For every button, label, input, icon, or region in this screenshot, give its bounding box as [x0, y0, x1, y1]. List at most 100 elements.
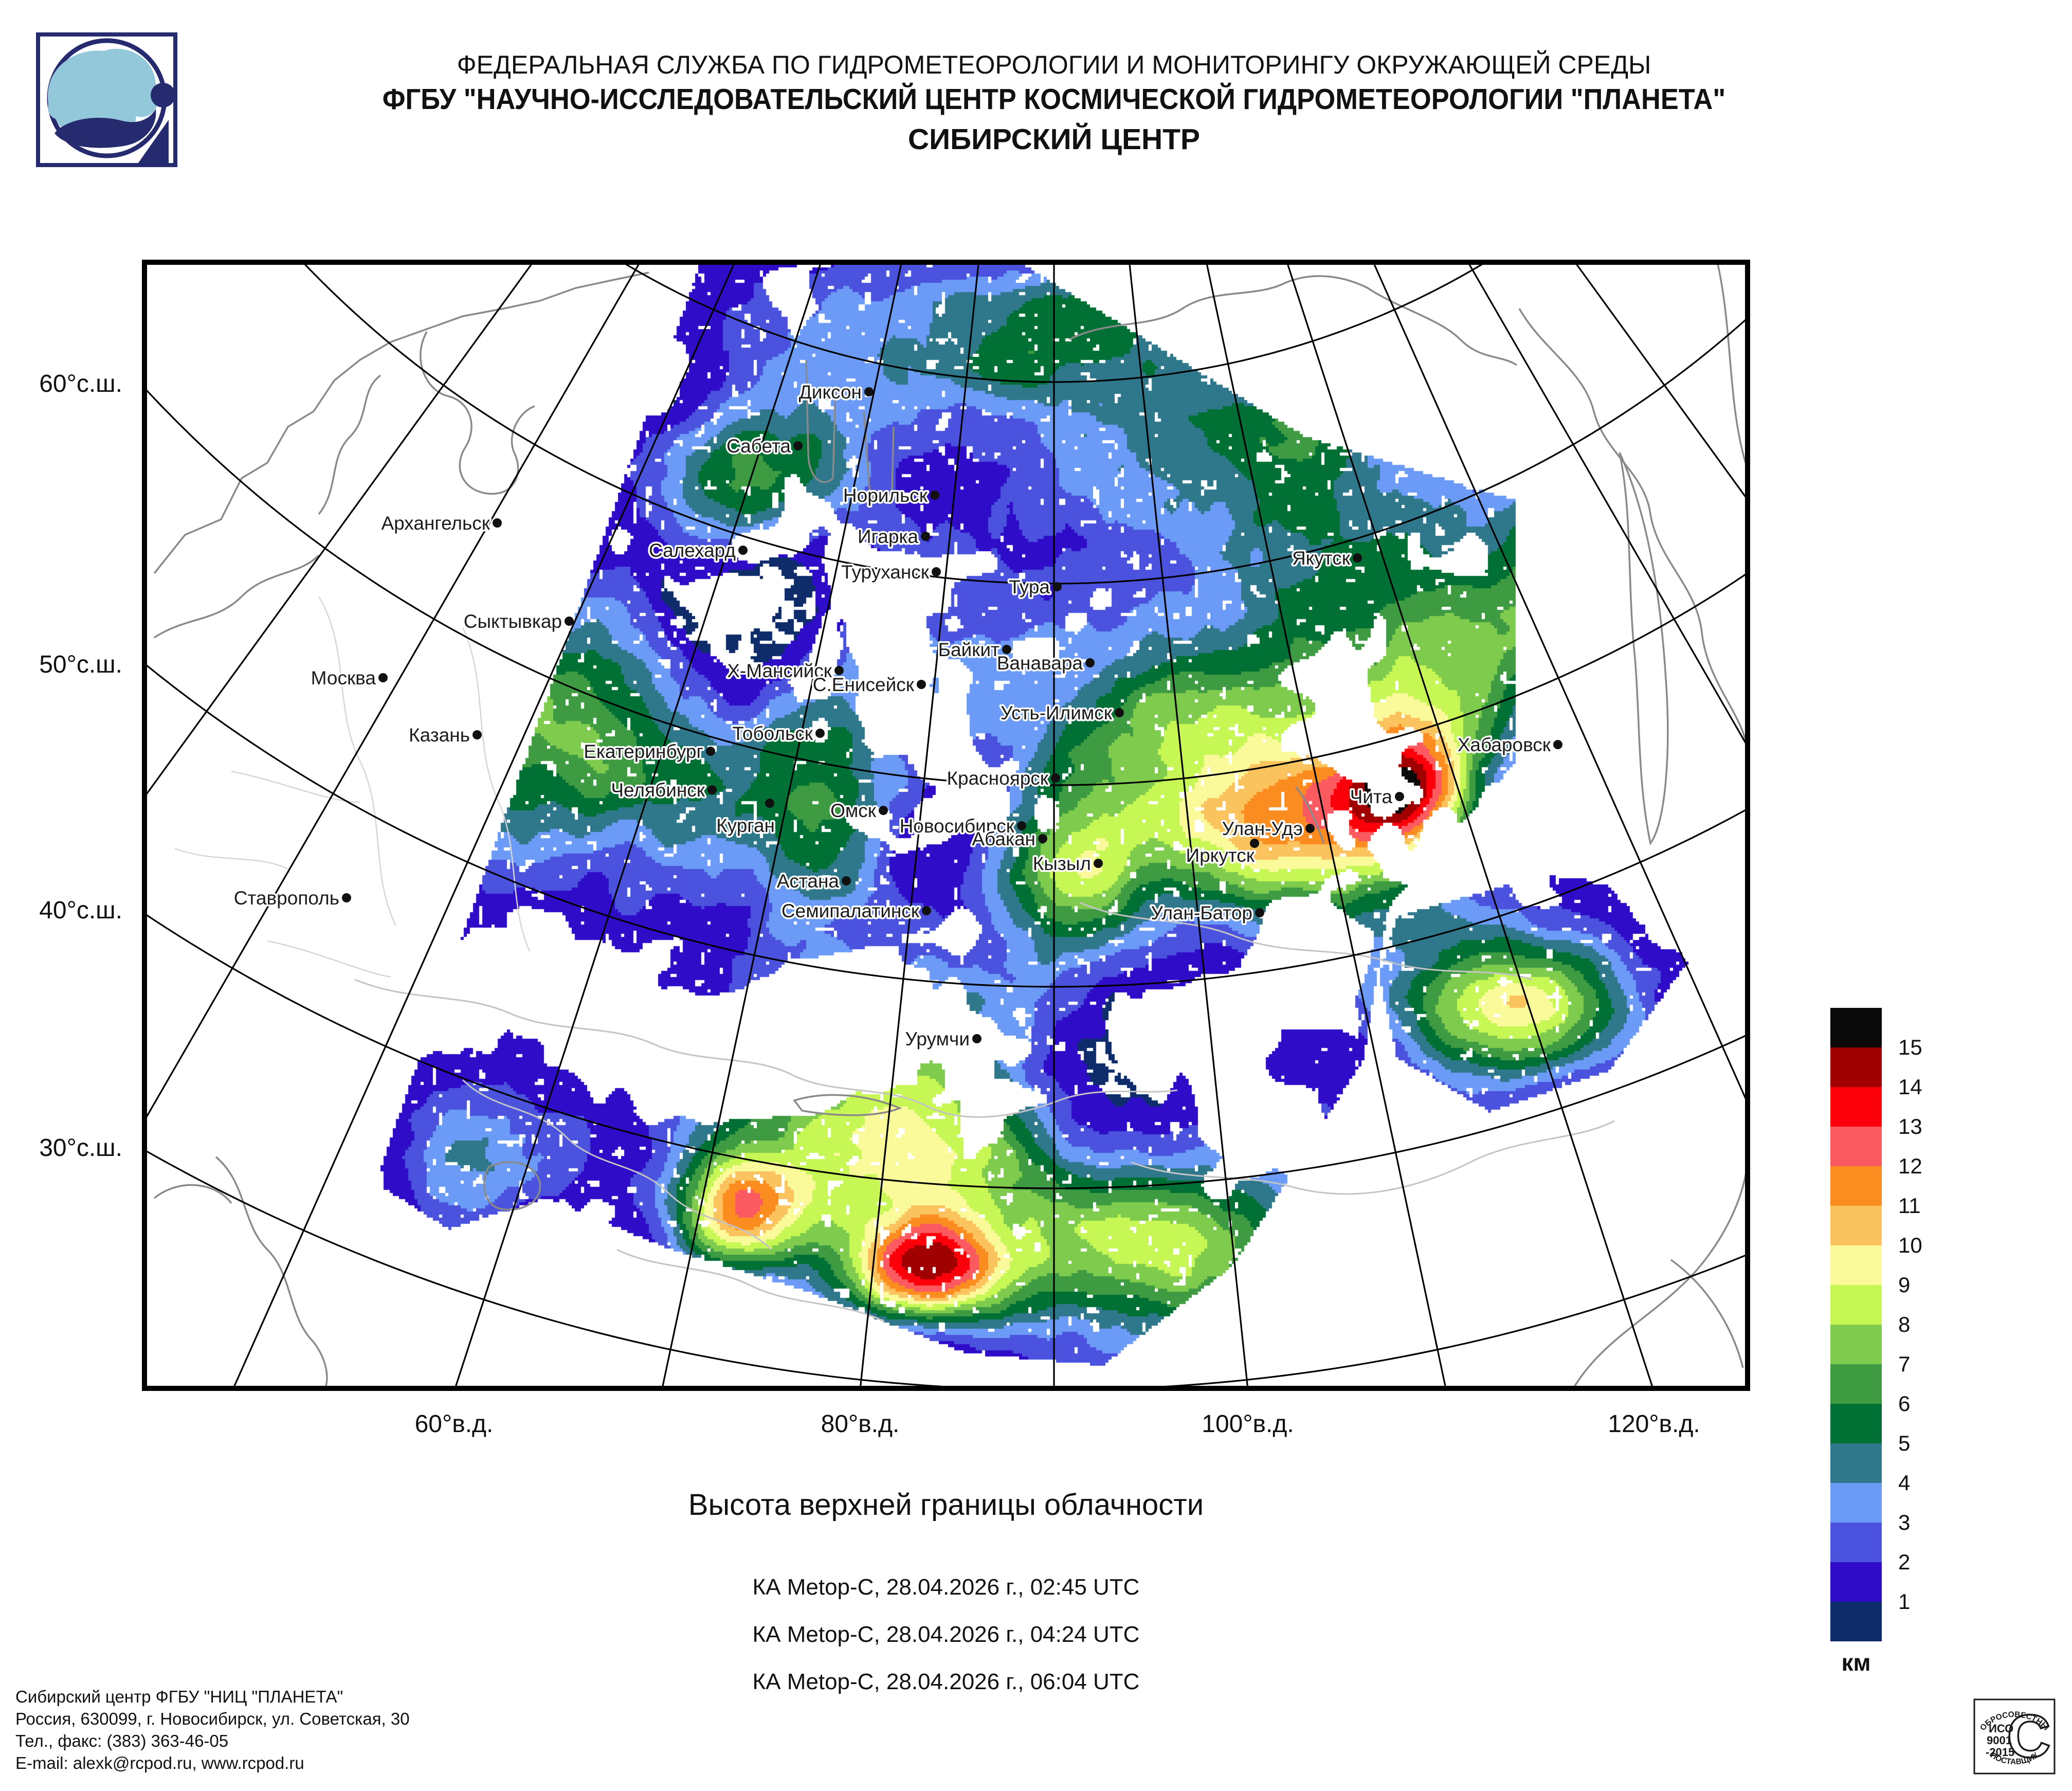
legend-color-cell: [1830, 1206, 1882, 1245]
city-marker: Якутск: [1290, 546, 1362, 571]
city-marker: Новосибирск: [898, 814, 1026, 839]
legend-color-cell: [1830, 1523, 1882, 1562]
legend-value-label: 8: [1898, 1312, 1911, 1336]
pass-info-2: КА Metop-C, 28.04.2026 г., 04:24 UTC: [752, 1622, 1140, 1647]
legend-color-cell: [1830, 1364, 1882, 1404]
city-label: Чита: [1350, 786, 1393, 807]
legend-value-label: 15: [1898, 1035, 1922, 1059]
legend-value-label: 13: [1898, 1114, 1922, 1138]
longitude-label: 100°в.д.: [1202, 1410, 1294, 1438]
city-dot-icon: [342, 893, 351, 902]
legend-color-cell: [1830, 1166, 1882, 1206]
city-label: Х-Мансийск: [727, 660, 832, 681]
city-label: С.Енисейск: [813, 674, 915, 695]
city-marker: Красноярск: [945, 766, 1060, 791]
city-dot-icon: [1085, 658, 1095, 667]
city-dot-icon: [738, 546, 748, 555]
city-label: Урумчи: [905, 1028, 970, 1050]
city-dot-icon: [707, 785, 717, 794]
parallel-line: [142, 660, 1750, 987]
meridian-line: [661, 260, 903, 1391]
meridian-line: [1371, 260, 1750, 1111]
city-dot-icon: [1255, 908, 1264, 917]
meridian-line: [1465, 260, 1750, 753]
footer-contact: Сибирский центр ФГБУ "НИЦ "ПЛАНЕТА" Росс…: [15, 1686, 410, 1774]
meridian-line: [1128, 260, 1249, 1391]
city-marker: Омск: [829, 799, 888, 823]
city-label: Челябинск: [611, 780, 705, 801]
iso-line1: ИСО: [1989, 1722, 2013, 1735]
city-marker: Байкит: [936, 638, 1011, 662]
city-marker: Туруханск: [839, 560, 941, 585]
legend-value-label: 2: [1898, 1550, 1911, 1574]
city-dot-icon: [1553, 740, 1562, 749]
city-label: Диксон: [799, 382, 862, 403]
city-label: Иркутск: [1186, 845, 1255, 866]
city-label: Сабета: [726, 436, 791, 457]
city-dot-icon: [1115, 708, 1124, 717]
legend-value-label: 9: [1898, 1273, 1911, 1297]
city-label: Семипалатинск: [781, 900, 920, 921]
corner-wedge-icon: [137, 120, 169, 165]
city-label: Ванавара: [997, 653, 1083, 674]
longitude-label: 60°в.д.: [414, 1410, 494, 1438]
map-overlay: Диксон Сабета Норильск Игарка Архангельск Сал…: [142, 260, 1750, 1391]
city-marker: Сыктывкар: [462, 609, 574, 634]
legend-value-label: 12: [1898, 1154, 1922, 1178]
city-marker: Диксон: [797, 380, 874, 405]
city-dot-icon: [1038, 834, 1047, 843]
iso-letter: С: [2007, 1703, 2050, 1770]
city-dot-icon: [1094, 859, 1103, 868]
legend-color-cell: [1830, 1245, 1882, 1285]
city-label: Байкит: [938, 639, 999, 660]
legend-value-label: 11: [1898, 1193, 1921, 1218]
city-marker: Абакан: [970, 827, 1047, 852]
longitude-label: 120°в.д.: [1608, 1410, 1700, 1438]
city-marker: Ставрополь: [232, 886, 351, 911]
legend-color-cell: [1830, 1127, 1882, 1166]
cloud-height-raster: [142, 260, 1750, 1391]
header-line1: ФЕДЕРАЛЬНАЯ СЛУЖБА ПО ГИДРОМЕТЕОРОЛОГИИ …: [457, 50, 1651, 79]
city-marker: Усть-Илимск: [998, 701, 1124, 726]
city-dot-icon: [1017, 821, 1026, 830]
city-marker: Казань: [407, 723, 482, 748]
city-dot-icon: [864, 387, 874, 396]
legend-color-cell: [1830, 1602, 1882, 1641]
city-label: Хабаровск: [1458, 734, 1551, 755]
city-dot-icon: [879, 806, 888, 815]
city-label: Курган: [716, 815, 775, 836]
city-label: Кызыл: [1033, 853, 1091, 874]
city-marker: Астана: [775, 869, 851, 894]
city-dot-icon: [922, 906, 931, 915]
city-marker: Архангельск: [379, 511, 502, 536]
city-dot-icon: [706, 747, 715, 756]
city-marker: Тура: [1007, 575, 1062, 600]
header-line3: СИБИРСКИЙ ЦЕНТР: [907, 123, 1201, 156]
iso-line2: 9001: [1987, 1734, 2012, 1747]
city-marker: Семипалатинск: [779, 899, 931, 924]
admin-borders: [174, 596, 531, 978]
city-label: Улан-Удэ: [1222, 818, 1303, 839]
city-dot-icon: [917, 680, 926, 689]
latitude-label: 60°с.ш.: [39, 370, 122, 397]
city-label: Москва: [311, 667, 376, 689]
map-frame: [142, 260, 1750, 1391]
legend-color-cell: [1830, 1325, 1882, 1364]
city-label: Улан-Батор: [1151, 902, 1252, 924]
legend-value-label: 5: [1898, 1431, 1911, 1455]
city-marker: Улан-Батор: [1149, 901, 1264, 926]
city-marker: Норильск: [841, 483, 939, 508]
iso-9001-badge: С ДОБРОСОВЕСТНЫЙ ПОСТАВЩИК ИСО 9001 -201…: [1973, 1698, 2056, 1775]
cloud-shape-icon: [47, 48, 158, 134]
city-dot-icon: [842, 876, 851, 885]
city-label: Ставрополь: [234, 888, 339, 909]
latitude-label: 30°с.ш.: [39, 1134, 122, 1162]
city-label: Омск: [830, 800, 877, 821]
city-label: Тура: [1009, 576, 1050, 598]
legend-value-label: 14: [1898, 1075, 1922, 1099]
city-marker: Салехард: [647, 538, 748, 563]
city-dot-icon: [378, 673, 388, 682]
city-dot-icon: [1353, 553, 1362, 563]
city-marker: Курган: [715, 799, 777, 838]
city-dot-icon: [972, 1034, 982, 1043]
